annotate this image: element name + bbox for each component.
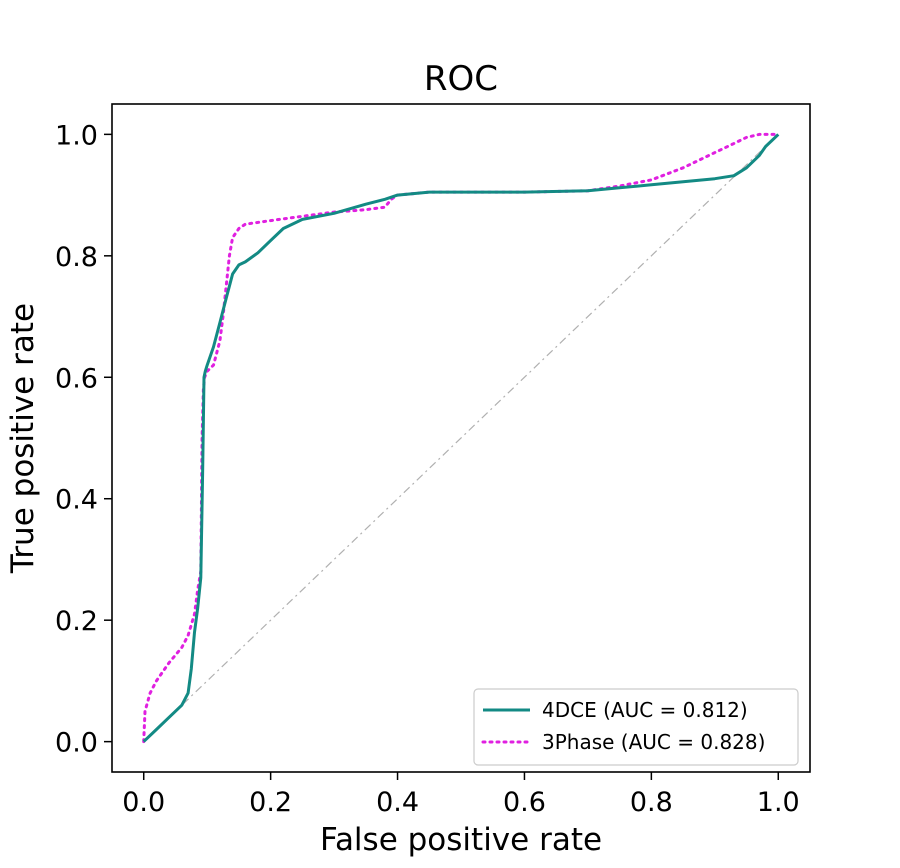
series-line-4dce bbox=[142, 133, 780, 743]
y-tick-label: 0.8 bbox=[55, 242, 98, 273]
legend-box bbox=[473, 688, 799, 766]
plot-area bbox=[111, 103, 811, 773]
y-tick-label: 0.4 bbox=[55, 485, 98, 516]
reference-diagonal-line bbox=[143, 133, 779, 743]
legend: 4DCE (AUC = 0.812) 3Phase (AUC = 0.828) bbox=[473, 688, 799, 766]
plot-frame bbox=[111, 103, 811, 773]
x-axis-label: False positive rate bbox=[320, 822, 602, 858]
y-axis-ticks: 0.0 0.2 0.4 0.6 0.8 1.0 bbox=[55, 120, 112, 759]
legend-label-4dce: 4DCE (AUC = 0.812) bbox=[542, 698, 748, 722]
chart-title: ROC bbox=[424, 59, 498, 99]
x-tick-label: 0.8 bbox=[630, 787, 673, 818]
y-tick-label: 0.2 bbox=[55, 606, 98, 637]
x-tick-label: 0.6 bbox=[503, 787, 546, 818]
y-tick-label: 0.6 bbox=[55, 363, 98, 394]
y-tick-label: 1.0 bbox=[55, 120, 98, 151]
x-tick-label: 0.0 bbox=[122, 787, 165, 818]
x-tick-label: 0.2 bbox=[249, 787, 292, 818]
series-layer bbox=[142, 132, 780, 744]
y-axis-label: True positive rate bbox=[5, 303, 41, 574]
legend-label-3phase: 3Phase (AUC = 0.828) bbox=[542, 730, 765, 754]
x-tick-label: 0.4 bbox=[376, 787, 419, 818]
x-axis-ticks: 0.0 0.2 0.4 0.6 0.8 1.0 bbox=[122, 772, 800, 818]
series-line-3phase bbox=[142, 132, 780, 744]
x-tick-label: 1.0 bbox=[757, 787, 800, 818]
y-tick-label: 0.0 bbox=[55, 728, 98, 759]
